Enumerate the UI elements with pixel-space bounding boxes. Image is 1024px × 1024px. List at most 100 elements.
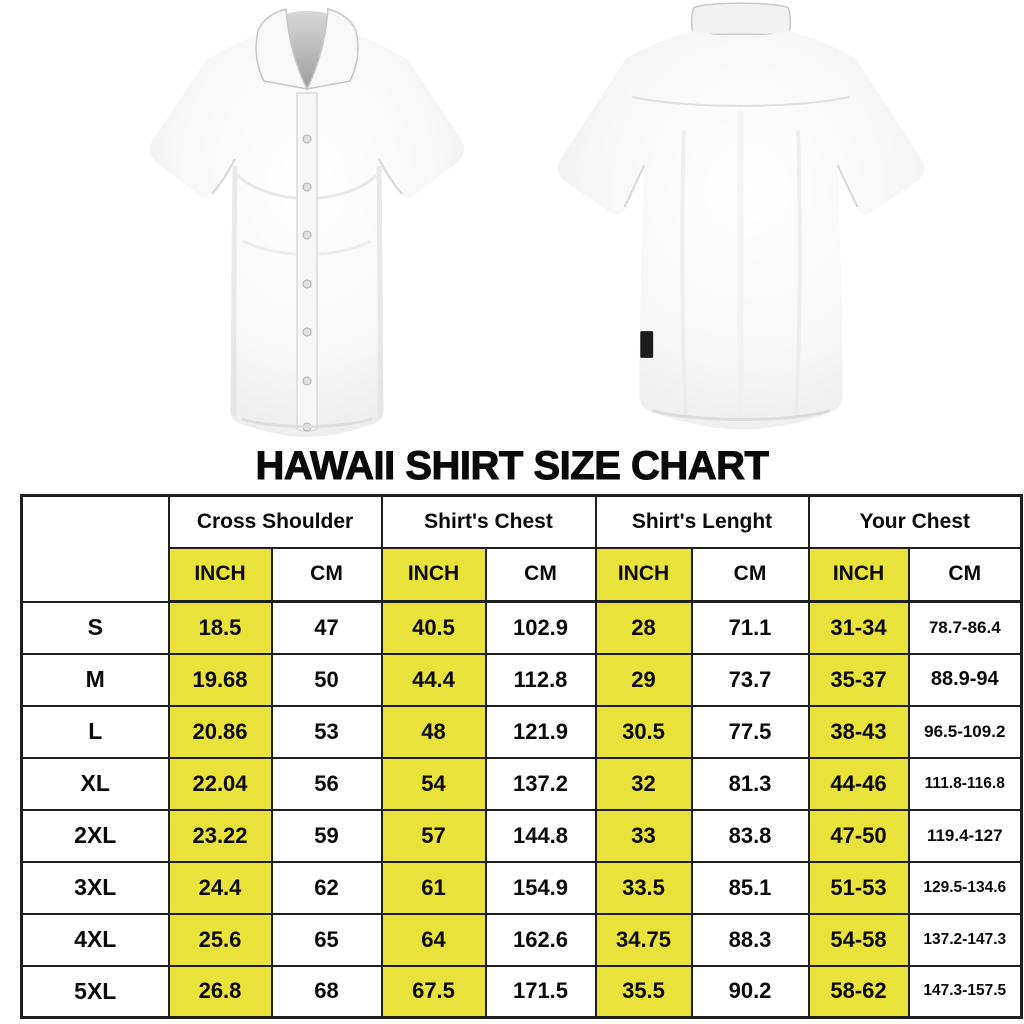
group-header-row: Cross Shoulder Shirt's Chest Shirt's Len…: [20, 494, 1023, 603]
cell-cross-shoulder-cm: 59: [270, 808, 383, 863]
shirt-front-image: [149, 8, 465, 437]
cell-cross-shoulder-inch: 18.5: [167, 600, 273, 655]
group-header-cross-shoulder: Cross Shoulder: [167, 494, 383, 549]
unit-header-inch: INCH: [594, 546, 693, 603]
corner-cell: [20, 494, 170, 603]
unit-header-cm: CM: [270, 546, 383, 603]
cell-cross-shoulder-cm: 68: [270, 964, 383, 1019]
cell-shirt-length-cm: 77.5: [690, 704, 810, 759]
table-row: 5XL 26.8 68 67.5 171.5 35.5 90.2 58-62 1…: [20, 964, 1023, 1019]
cell-cross-shoulder-cm: 62: [270, 860, 383, 915]
cell-shirt-length-cm: 73.7: [690, 652, 810, 707]
cell-shirt-chest-cm: 162.6: [484, 912, 597, 967]
cell-shirt-length-cm: 83.8: [690, 808, 810, 863]
cell-shirt-length-inch: 29: [594, 652, 693, 707]
cell-shirt-chest-inch: 44.4: [380, 652, 487, 707]
cell-shirt-chest-cm: 137.2: [484, 756, 597, 811]
size-label: S: [20, 600, 170, 655]
cell-cross-shoulder-cm: 50: [270, 652, 383, 707]
size-label: L: [20, 704, 170, 759]
table-row: 3XL 24.4 62 61 154.9 33.5 85.1 51-53 129…: [20, 860, 1023, 915]
cell-cross-shoulder-cm: 47: [270, 600, 383, 655]
size-label: 2XL: [20, 808, 170, 863]
cell-your-chest-cm: 96.5-109.2: [907, 704, 1023, 759]
unit-header-cm: CM: [484, 546, 597, 603]
size-label: 4XL: [20, 912, 170, 967]
table-row: 2XL 23.22 59 57 144.8 33 83.8 47-50 119.…: [20, 808, 1023, 863]
cell-your-chest-inch: 47-50: [807, 808, 910, 863]
cell-shirt-length-cm: 88.3: [690, 912, 810, 967]
cell-your-chest-inch: 31-34: [807, 600, 910, 655]
cell-your-chest-cm: 119.4-127: [907, 808, 1023, 863]
cell-your-chest-cm: 129.5-134.6: [907, 860, 1023, 915]
cell-shirt-chest-inch: 61: [380, 860, 487, 915]
table-row: L 20.86 53 48 121.9 30.5 77.5 38-43 96.5…: [20, 704, 1023, 759]
cell-shirt-chest-cm: 144.8: [484, 808, 597, 863]
table-row: XL 22.04 56 54 137.2 32 81.3 44-46 111.8…: [20, 756, 1023, 811]
cell-cross-shoulder-cm: 65: [270, 912, 383, 967]
cell-cross-shoulder-inch: 25.6: [167, 912, 273, 967]
cell-shirt-length-inch: 28: [594, 600, 693, 655]
shirt-back-image: [557, 2, 925, 430]
cell-cross-shoulder-inch: 23.22: [167, 808, 273, 863]
cell-shirt-chest-cm: 112.8: [484, 652, 597, 707]
cell-shirt-chest-cm: 171.5: [484, 964, 597, 1019]
cell-your-chest-inch: 58-62: [807, 964, 910, 1019]
cell-cross-shoulder-inch: 24.4: [167, 860, 273, 915]
cell-your-chest-inch: 38-43: [807, 704, 910, 759]
cell-shirt-length-inch: 30.5: [594, 704, 693, 759]
cell-shirt-length-cm: 90.2: [690, 964, 810, 1019]
cell-cross-shoulder-cm: 56: [270, 756, 383, 811]
cell-shirt-chest-inch: 48: [380, 704, 487, 759]
size-label: M: [20, 652, 170, 707]
unit-header-inch: INCH: [807, 546, 910, 603]
cell-your-chest-cm: 78.7-86.4: [907, 600, 1023, 655]
cell-shirt-length-inch: 33.5: [594, 860, 693, 915]
group-header-shirt-length: Shirt's Lenght: [594, 494, 810, 549]
size-chart-table: Cross Shoulder Shirt's Chest Shirt's Len…: [20, 494, 1024, 1019]
page-title: HAWAII SHIRT SIZE CHART: [255, 444, 769, 489]
cell-shirt-length-inch: 32: [594, 756, 693, 811]
cell-shirt-chest-inch: 64: [380, 912, 487, 967]
unit-header-cm: CM: [690, 546, 810, 603]
table-row: M 19.68 50 44.4 112.8 29 73.7 35-37 88.9…: [20, 652, 1023, 707]
group-header-your-chest: Your Chest: [807, 494, 1023, 549]
cell-shirt-length-inch: 34.75: [594, 912, 693, 967]
cell-cross-shoulder-cm: 53: [270, 704, 383, 759]
table-row: S 18.5 47 40.5 102.9 28 71.1 31-34 78.7-…: [20, 600, 1023, 655]
cell-your-chest-inch: 54-58: [807, 912, 910, 967]
cell-shirt-length-cm: 81.3: [690, 756, 810, 811]
cell-shirt-chest-cm: 102.9: [484, 600, 597, 655]
unit-header-row: INCH CM INCH CM INCH CM INCH CM: [22, 546, 1023, 603]
cell-shirt-length-cm: 71.1: [690, 600, 810, 655]
cell-your-chest-inch: 44-46: [807, 756, 910, 811]
cell-your-chest-cm: 137.2-147.3: [907, 912, 1023, 967]
cell-cross-shoulder-inch: 26.8: [167, 964, 273, 1019]
cell-your-chest-cm: 147.3-157.5: [907, 964, 1023, 1019]
cell-shirt-chest-inch: 40.5: [380, 600, 487, 655]
table-row: 4XL 25.6 65 64 162.6 34.75 88.3 54-58 13…: [20, 912, 1023, 967]
cell-shirt-length-cm: 85.1: [690, 860, 810, 915]
cell-shirt-length-inch: 35.5: [594, 964, 693, 1019]
cell-cross-shoulder-inch: 20.86: [167, 704, 273, 759]
cell-cross-shoulder-inch: 19.68: [167, 652, 273, 707]
back-shirt-tag: [640, 331, 654, 358]
cell-shirt-chest-inch: 57: [380, 808, 487, 863]
size-label: XL: [20, 756, 170, 811]
cell-your-chest-inch: 51-53: [807, 860, 910, 915]
front-shirt-drawing: [149, 8, 465, 437]
group-header-shirt-chest: Shirt's Chest: [380, 494, 597, 549]
size-label: 5XL: [20, 964, 170, 1019]
cell-shirt-chest-inch: 67.5: [380, 964, 487, 1019]
cell-your-chest-cm: 111.8-116.8: [907, 756, 1023, 811]
back-shirt-drawing: [557, 2, 925, 430]
cell-shirt-length-inch: 33: [594, 808, 693, 863]
cell-shirt-chest-cm: 154.9: [484, 860, 597, 915]
size-label: 3XL: [20, 860, 170, 915]
cell-your-chest-cm: 88.9-94: [907, 652, 1023, 707]
cell-cross-shoulder-inch: 22.04: [167, 756, 273, 811]
cell-your-chest-inch: 35-37: [807, 652, 910, 707]
unit-header-cm: CM: [907, 546, 1023, 603]
unit-header-inch: INCH: [167, 546, 273, 603]
